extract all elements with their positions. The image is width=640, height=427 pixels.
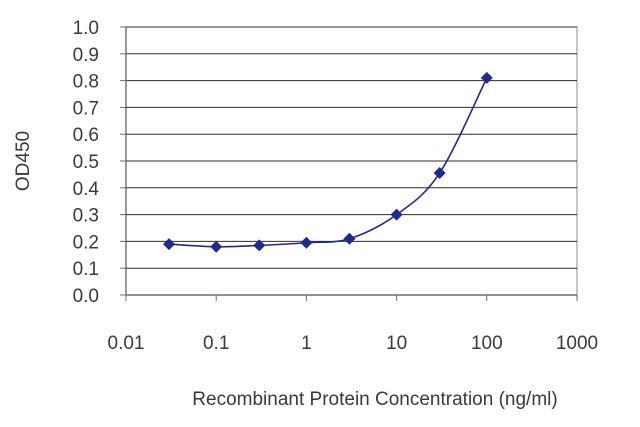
y-tick-label: 0.4 [73, 179, 100, 200]
data-point-marker [433, 167, 446, 180]
data-markers [163, 71, 493, 253]
data-point-marker [163, 238, 176, 251]
data-point-marker [300, 236, 313, 249]
x-tick-marks [125, 295, 578, 301]
y-tick-label: 0.5 [73, 152, 99, 173]
y-tick-label: 0.6 [73, 125, 99, 146]
data-point-marker [253, 239, 266, 252]
x-tick-labels: 0.01 0.1 1 10 100 1000 [108, 333, 599, 354]
y-tick-marks [120, 26, 126, 296]
x-tick-label: 1000 [556, 333, 598, 354]
x-tick-label: 1 [301, 333, 312, 354]
x-tick-label: 100 [471, 333, 503, 354]
y-tick-label: 0.2 [73, 232, 99, 253]
y-tick-label: 1.0 [73, 18, 99, 39]
data-point-marker [343, 232, 356, 245]
y-tick-label: 0.8 [73, 72, 99, 93]
x-tick-label: 0.01 [108, 333, 145, 354]
x-tick-label: 10 [386, 333, 407, 354]
x-axis-title: Recombinant Protein Concentration (ng/ml… [192, 389, 557, 410]
data-point-marker [390, 208, 403, 221]
y-tick-label: 0.7 [73, 98, 99, 119]
y-tick-labels: 0.0 0.1 0.2 0.3 0.4 0.5 0.6 0.7 0.8 0.9 1.0 [73, 18, 100, 307]
y-axis-title: OD450 [13, 131, 34, 191]
y-tick-label: 0.0 [73, 286, 99, 307]
data-point-marker [210, 240, 223, 253]
data-point-marker [480, 71, 493, 84]
x-tick-label: 0.1 [203, 333, 229, 354]
grid-lines [126, 26, 577, 269]
y-tick-label: 0.9 [73, 45, 99, 66]
y-tick-label: 0.1 [73, 259, 99, 280]
y-tick-label: 0.3 [73, 206, 99, 227]
